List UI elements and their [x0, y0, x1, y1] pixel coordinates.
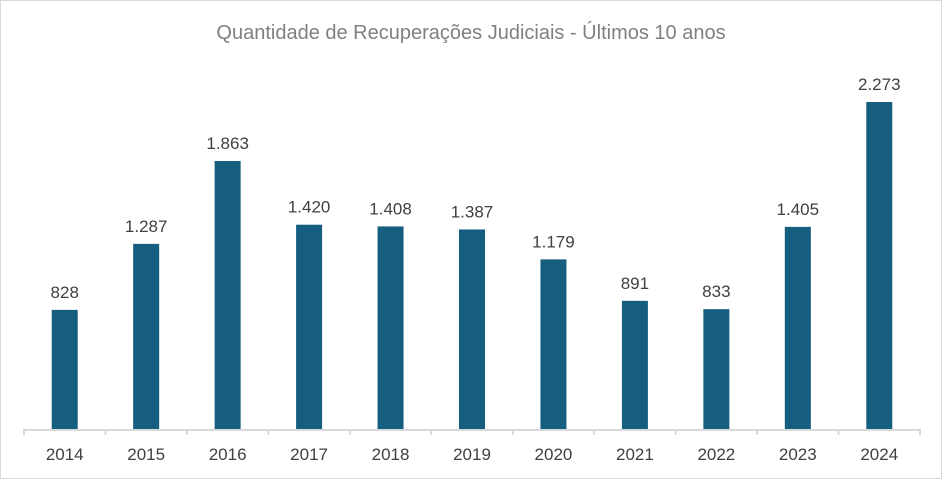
bar-2016: [214, 160, 241, 430]
bar-2015: [133, 243, 160, 429]
data-label: 891: [621, 274, 649, 293]
bar-2022: [703, 309, 730, 429]
x-tick-label: 2023: [779, 445, 817, 464]
x-tick-label: 2022: [697, 445, 735, 464]
x-tick-label: 2019: [453, 445, 491, 464]
x-tick-label: 2016: [209, 445, 247, 464]
x-tick-label: 2017: [290, 445, 328, 464]
x-tick-label: 2014: [46, 445, 84, 464]
bar-2017: [296, 224, 323, 429]
data-label: 1.387: [451, 202, 494, 221]
data-label: 1.405: [777, 200, 820, 219]
x-tick-label: 2020: [535, 445, 573, 464]
data-label: 833: [702, 282, 730, 301]
bar-2024: [866, 102, 893, 429]
data-label: 1.287: [125, 217, 168, 236]
data-label: 2.273: [858, 75, 901, 94]
bar-2019: [459, 229, 485, 429]
data-label: 1.863: [206, 134, 249, 153]
bar-2023: [784, 226, 811, 429]
data-label: 1.420: [288, 198, 331, 217]
x-tick-label: 2015: [127, 445, 165, 464]
data-label: 1.408: [369, 199, 412, 218]
data-label: 1.179: [532, 232, 575, 251]
chart-title: Quantidade de Recuperações Judiciais - Ú…: [216, 21, 725, 44]
x-tick-label: 2018: [372, 445, 410, 464]
bar-2014: [51, 309, 78, 429]
data-label: 828: [51, 283, 79, 302]
x-tick-label: 2021: [616, 445, 654, 464]
bar-2021: [621, 300, 648, 429]
x-tick-label: 2024: [860, 445, 898, 464]
bar-2020: [540, 259, 567, 429]
bar-2018: [377, 226, 404, 429]
